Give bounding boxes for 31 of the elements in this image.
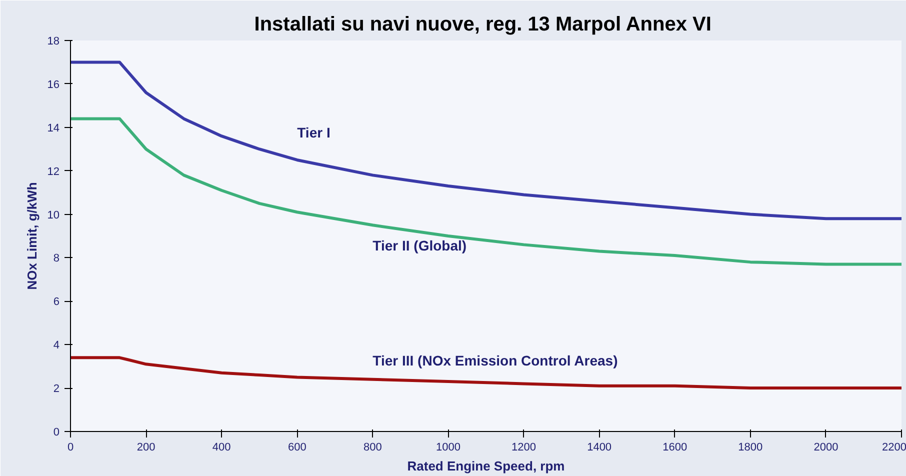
x-tick-label: 400 [212, 442, 231, 454]
line-series [70, 356, 902, 390]
series-label: Tier I [297, 124, 330, 140]
x-tick-label: 1600 [662, 442, 688, 454]
y-axis-title: NOx Limit, g/kWh [24, 182, 40, 290]
y-tick-label: 18 [47, 36, 60, 48]
y-tick-label: 4 [53, 340, 60, 352]
x-tick-label: 1400 [587, 442, 612, 454]
y-tick-label: 8 [53, 252, 60, 265]
y-tick-label: 16 [47, 78, 60, 91]
y-tick-label: 12 [47, 166, 60, 178]
x-tick-label: 2200 [882, 442, 906, 454]
series-label: Tier II (Global) [372, 237, 467, 254]
x-tick-label: 1000 [436, 442, 460, 454]
x-tick-label: 0 [67, 442, 74, 454]
y-tick-label: 6 [53, 296, 60, 308]
x-tick-label: 1200 [512, 442, 536, 454]
x-tick-label: 800 [364, 442, 382, 454]
x-tick-label: 200 [136, 442, 156, 454]
y-tick-label: 2 [53, 383, 60, 396]
y-tick-label: 10 [47, 209, 60, 222]
x-tick-label: 600 [288, 442, 306, 454]
x-tick-label: 2000 [814, 442, 838, 454]
x-axis-title: Rated Engine Speed, rpm [407, 458, 565, 474]
x-tick-label: 1800 [738, 442, 763, 454]
y-tick-label: 0 [53, 426, 60, 438]
line-series [70, 117, 902, 266]
line-series [70, 60, 902, 220]
y-tick-label: 14 [47, 122, 60, 134]
chart-title: Installati su navi nuove, reg. 13 Marpol Annex VI [254, 14, 712, 36]
series-label: Tier III (NOx Emission Control Areas) [372, 352, 618, 369]
